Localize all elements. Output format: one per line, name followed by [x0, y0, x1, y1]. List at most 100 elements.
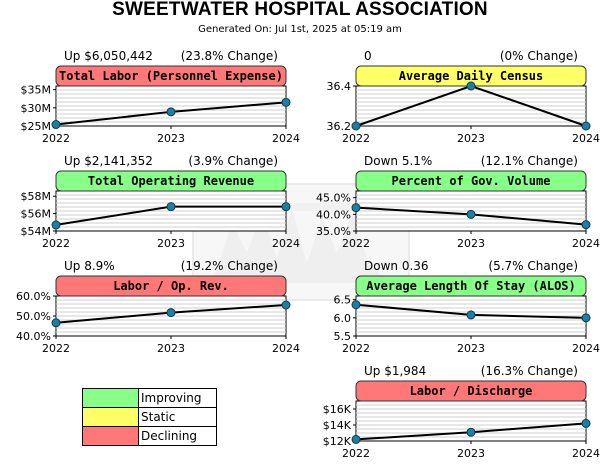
legend-label: Static — [141, 410, 176, 424]
x-tick-label: 2022 — [342, 237, 370, 250]
data-point — [281, 300, 291, 310]
summary-change-value: 0 — [364, 49, 372, 63]
chart-title-bar — [355, 170, 587, 192]
y-tick-label: 36.4 — [327, 80, 352, 93]
chart-title-bar — [355, 380, 587, 402]
data-point — [581, 313, 591, 323]
summary-change-value: Down 5.1% — [364, 154, 432, 168]
x-tick-label: 2024 — [272, 132, 300, 145]
summary-change-percent: (3.9% Change) — [188, 154, 278, 168]
data-point — [581, 418, 591, 428]
data-point — [581, 220, 591, 230]
data-point — [466, 427, 476, 437]
y-tick-label: 40.0% — [316, 208, 351, 221]
chart-panel-5: Up 8.9% (19.2% Change) Labor / Op. Rev. 40.… — [0, 258, 300, 368]
data-point — [466, 310, 476, 320]
x-tick-label: 2023 — [457, 342, 485, 355]
chart-panel-4: Down 5.1% (12.1% Change) Percent of Gov. V… — [300, 153, 600, 263]
x-tick-label: 2022 — [42, 237, 70, 250]
chart-svg: Up 8.9% (19.2% Change) Labor / Op. Rev. 40.… — [16, 259, 300, 355]
data-point — [166, 308, 176, 318]
chart-title-bar — [55, 275, 287, 297]
data-point — [351, 434, 361, 444]
page-title: SWEETWATER HOSPITAL ASSOCIATION — [112, 0, 488, 20]
x-tick-label: 2023 — [157, 132, 185, 145]
chart-panel-2: 0 (0% Change) Average Daily Census 36.2 36.4… — [300, 48, 600, 158]
legend-swatch — [83, 389, 139, 407]
y-tick-label: $12K — [323, 435, 352, 448]
x-tick-label: 2022 — [342, 342, 370, 355]
summary-change-percent: (12.1% Change) — [481, 154, 578, 168]
data-point — [466, 209, 476, 219]
summary-change-percent: (5.7% Change) — [488, 259, 578, 273]
legend-item-improving: Improving — [83, 389, 216, 407]
chart-title-bar — [55, 65, 287, 87]
legend: Improving Static Declining — [82, 388, 217, 446]
y-tick-label: $14K — [323, 419, 352, 432]
data-point — [51, 220, 61, 230]
chart-title: Labor / Op. Rev. — [113, 279, 229, 293]
generated-timestamp: Generated On: Jul 1st, 2025 at 05:19 am — [198, 24, 402, 35]
legend-swatch — [83, 408, 139, 426]
x-tick-label: 2024 — [272, 237, 300, 250]
x-tick-label: 2024 — [272, 342, 300, 355]
chart-title: Average Length Of Stay (ALOS) — [366, 279, 576, 293]
summary-change-value: Down 0.36 — [364, 259, 429, 273]
chart-title: Total Labor (Personnel Expense) — [59, 69, 283, 83]
chart-panel-7: Up $1,984 (16.3% Change) Labor / Discharge… — [300, 363, 600, 473]
summary-change-percent: (23.8% Change) — [181, 49, 278, 63]
x-tick-label: 2022 — [42, 132, 70, 145]
chart-title: Labor / Discharge — [410, 384, 533, 398]
data-point — [166, 202, 176, 212]
data-point — [281, 202, 291, 212]
x-tick-label: 2023 — [157, 342, 185, 355]
y-tick-label: 6.0 — [334, 312, 352, 325]
y-tick-label: 60.0% — [16, 290, 51, 303]
chart-panel-3: Up $2,141,352 (3.9% Change) Total Operatin… — [0, 153, 301, 263]
data-point — [581, 121, 591, 131]
x-tick-label: 2024 — [572, 447, 600, 460]
x-tick-label: 2023 — [457, 447, 485, 460]
x-tick-label: 2024 — [572, 132, 600, 145]
summary-change-value: Up $6,050,442 — [64, 49, 153, 63]
x-tick-label: 2023 — [157, 237, 185, 250]
data-point — [351, 121, 361, 131]
summary-change-percent: (16.3% Change) — [481, 364, 578, 378]
chart-svg: Down 0.36 (5.7% Change) Average Length Of … — [334, 259, 600, 355]
chart-title: Average Daily Census — [399, 69, 544, 83]
summary-change-value: Up 8.9% — [64, 259, 115, 273]
y-tick-label: $58M — [21, 190, 52, 203]
legend-item-declining: Declining — [83, 426, 216, 445]
y-tick-label: $56M — [21, 208, 52, 221]
chart-svg: Up $6,050,442 (23.8% Change) Total Labor (… — [21, 49, 301, 145]
summary-change-value: Up $2,141,352 — [64, 154, 153, 168]
data-point — [166, 107, 176, 117]
y-tick-label: 6.5 — [334, 294, 352, 307]
data-point — [351, 300, 361, 310]
chart-svg: Down 5.1% (12.1% Change) Percent of Gov. V… — [316, 154, 600, 250]
y-tick-label: $54M — [21, 225, 52, 238]
summary-change-value: Up $1,984 — [364, 364, 426, 378]
y-tick-label: 36.2 — [327, 120, 352, 133]
y-tick-label: $35M — [21, 84, 52, 97]
summary-change-percent: (19.2% Change) — [181, 259, 278, 273]
chart-svg: Up $2,141,352 (3.9% Change) Total Operatin… — [21, 154, 301, 250]
data-point — [351, 203, 361, 213]
y-tick-label: $16K — [323, 403, 352, 416]
data-point — [281, 97, 291, 107]
y-tick-label: 50.0% — [16, 310, 51, 323]
legend-label: Declining — [141, 429, 198, 443]
chart-panel-1: Up $6,050,442 (23.8% Change) Total Labor (… — [0, 48, 301, 158]
data-point — [51, 318, 61, 328]
y-tick-label: 5.5 — [334, 330, 352, 343]
x-tick-label: 2022 — [42, 342, 70, 355]
x-tick-label: 2024 — [572, 342, 600, 355]
legend-label: Improving — [141, 391, 202, 405]
x-tick-label: 2022 — [342, 447, 370, 460]
chart-svg: 0 (0% Change) Average Daily Census 36.2 36.4… — [327, 49, 600, 145]
y-tick-label: 40.0% — [16, 330, 51, 343]
data-point — [466, 81, 476, 91]
chart-title-bar — [55, 170, 287, 192]
y-tick-label: $25M — [21, 120, 52, 133]
chart-panel-6: Down 0.36 (5.7% Change) Average Length Of … — [300, 258, 600, 368]
